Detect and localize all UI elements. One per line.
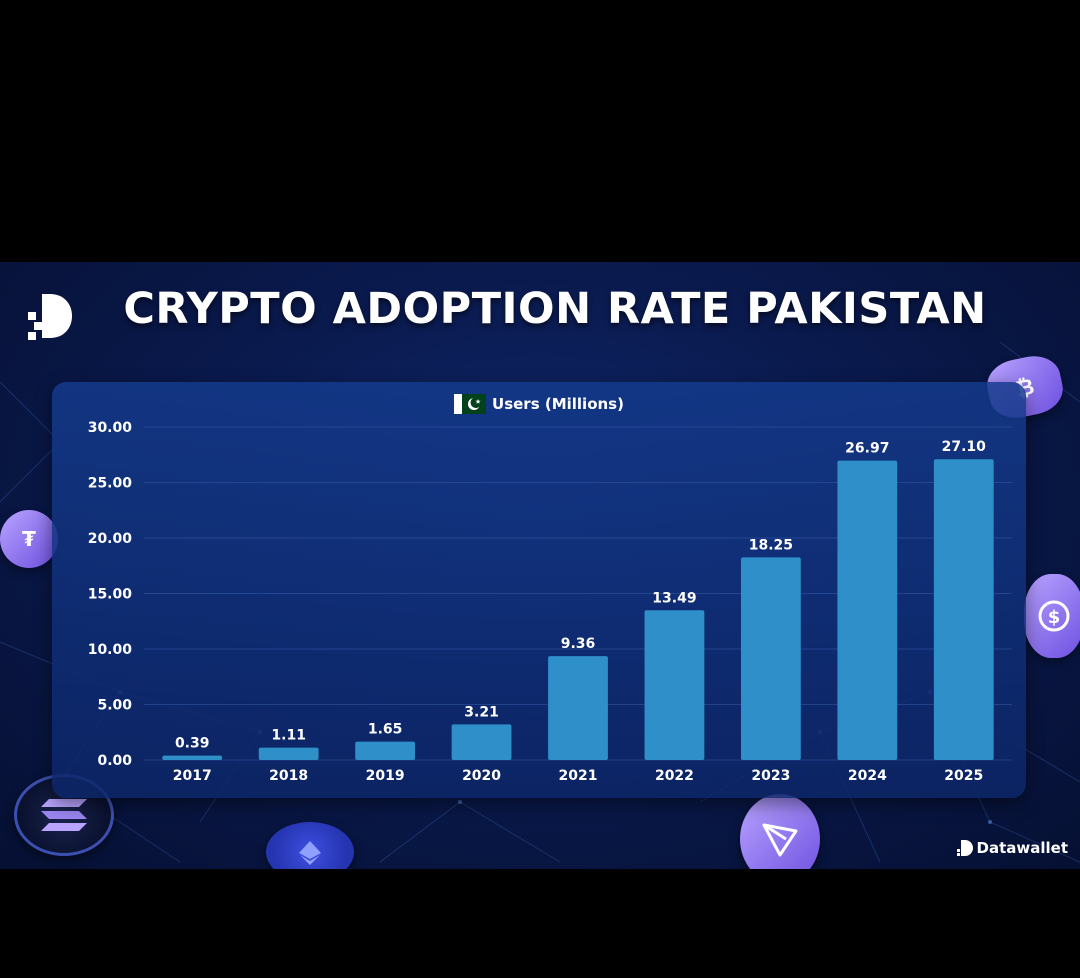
brand-name: Datawallet (976, 839, 1068, 857)
x-tick-label: 2021 (559, 768, 598, 784)
data-label: 1.11 (271, 728, 306, 744)
data-label: 3.21 (464, 704, 499, 720)
ethereum-coin-icon (266, 822, 354, 869)
x-tick-label: 2024 (848, 768, 887, 784)
page-title: CRYPTO ADOPTION RATE PAKISTAN (123, 284, 987, 334)
chart-panel: Users (Millions) 0.00 5.00 10.00 15.00 20.00… (52, 382, 1026, 798)
datawallet-d-icon (956, 840, 973, 856)
bar (933, 459, 994, 760)
x-tick-label: 2023 (751, 768, 790, 784)
usdc-coin-icon: $ (1024, 574, 1080, 658)
bar (355, 741, 416, 760)
bar (548, 656, 608, 760)
data-label: 26.97 (845, 441, 889, 457)
chart-legend: Users (Millions) (52, 394, 1026, 414)
y-tick-label: 15.00 (88, 587, 133, 603)
x-tick-label: 2020 (462, 768, 501, 784)
y-tick-label: 0.00 (97, 753, 132, 769)
svg-text:₮: ₮ (22, 527, 36, 551)
bar (644, 610, 705, 760)
x-tick-label: 2017 (173, 768, 212, 784)
y-tick-label: 10.00 (88, 642, 133, 658)
bar-chart: 0.00 5.00 10.00 15.00 20.00 25.00 30.00 0.39 201… (88, 420, 1012, 784)
svg-text:$: $ (1048, 607, 1061, 628)
x-tick-label: 2025 (944, 768, 983, 784)
tron-coin-icon (740, 794, 820, 869)
legend-label: Users (Millions) (492, 395, 624, 413)
bar (837, 460, 898, 760)
bar (258, 747, 319, 760)
bar (740, 557, 801, 760)
bar (451, 724, 512, 760)
bar (162, 755, 223, 760)
pakistan-flag-icon (454, 394, 487, 414)
y-tick-label: 30.00 (88, 420, 133, 436)
data-label: 0.39 (175, 736, 210, 752)
data-label: 13.49 (652, 590, 696, 606)
x-tick-label: 2018 (269, 768, 308, 784)
data-label: 27.10 (942, 439, 987, 455)
data-label: 1.65 (368, 722, 403, 738)
tether-coin-icon: ₮ (0, 510, 58, 568)
data-label: 18.25 (749, 537, 793, 553)
x-tick-label: 2022 (655, 768, 694, 784)
brand-footer: Datawallet (956, 839, 1068, 857)
datawallet-logo-icon (28, 294, 72, 340)
x-tick-label: 2019 (366, 768, 405, 784)
infographic-banner: CRYPTO ADOPTION RATE PAKISTAN ₿ ₮ $ (0, 262, 1080, 869)
y-tick-label: 5.00 (97, 698, 132, 714)
y-tick-label: 25.00 (88, 476, 133, 492)
data-label: 9.36 (561, 636, 596, 652)
y-tick-label: 20.00 (88, 531, 133, 547)
